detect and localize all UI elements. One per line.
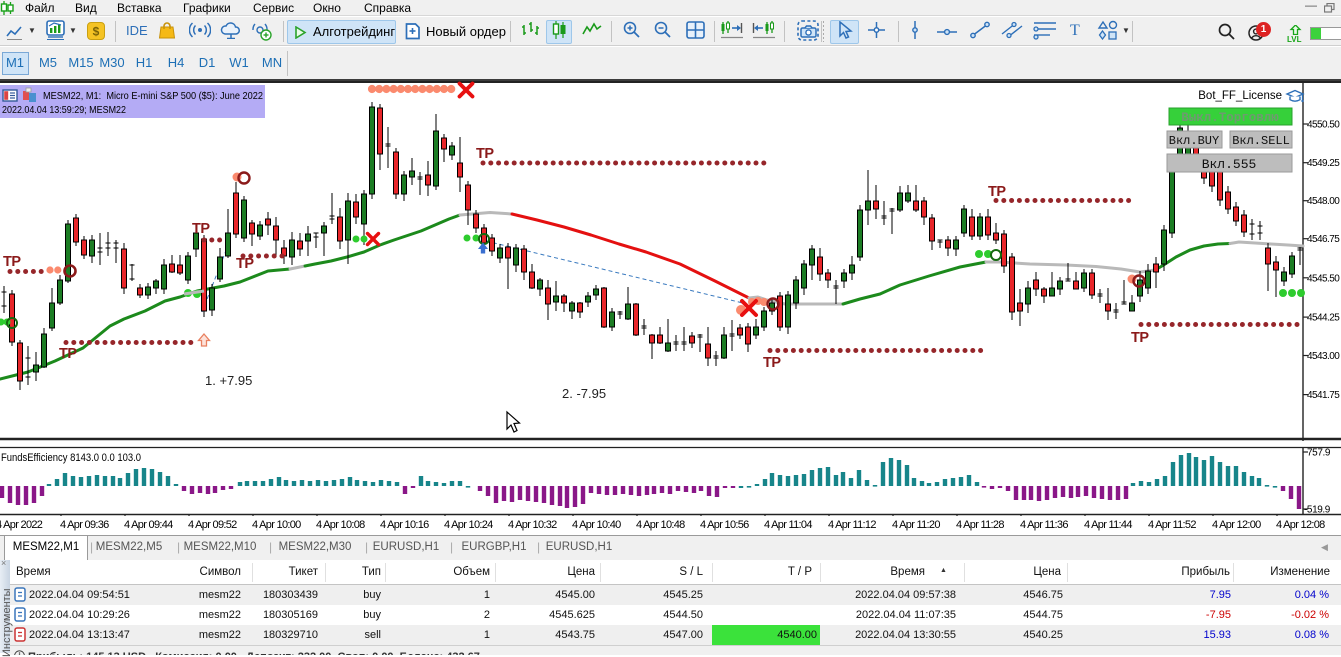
svg-text:TP: TP [763, 355, 781, 371]
svg-text:Вкл.555: Вкл.555 [1202, 157, 1257, 172]
svg-text:4548.00: 4548.00 [1307, 196, 1340, 207]
svg-text:TP: TP [236, 256, 254, 272]
svg-text:FundsEfficiency 8143.0 0.0 103: FundsEfficiency 8143.0 0.0 103.0 [1, 452, 141, 464]
svg-text:4544.25: 4544.25 [1307, 313, 1340, 324]
svg-text:1. +7.95: 1. +7.95 [205, 373, 252, 388]
svg-text:4546.75: 4546.75 [1307, 234, 1340, 245]
svg-text:757.9: 757.9 [1307, 448, 1331, 459]
svg-text:TP: TP [3, 254, 21, 270]
svg-text:Вкл.SELL: Вкл.SELL [1232, 134, 1290, 148]
svg-text:2022.04.04 13:59:29; MESM22: 2022.04.04 13:59:29; MESM22 [2, 104, 126, 116]
svg-text:TP: TP [1131, 330, 1149, 346]
svg-text:TP: TP [988, 184, 1006, 200]
svg-text:TP: TP [476, 146, 494, 162]
svg-text:TP: TP [59, 346, 77, 362]
svg-text:MESM22, M1: Micro E-mini S&P: MESM22, M1: Micro E-mini S&P 500 ($5): J… [43, 90, 263, 102]
svg-text:4543.00: 4543.00 [1307, 351, 1340, 362]
svg-text:4545.50: 4545.50 [1307, 273, 1340, 284]
svg-text:TP: TP [192, 221, 210, 237]
svg-text:-519.9: -519.9 [1304, 505, 1331, 516]
svg-text:$: $ [93, 25, 100, 39]
svg-text:Вкл.BUY: Вкл.BUY [1169, 134, 1219, 148]
svg-text:2. -7.95: 2. -7.95 [562, 386, 606, 401]
svg-text:Выкл.Торговлю: Выкл.Торговлю [1181, 111, 1279, 125]
svg-text:4550.50: 4550.50 [1307, 120, 1340, 131]
svg-text:Bot_FF_License: Bot_FF_License [1198, 90, 1282, 102]
svg-text:4541.75: 4541.75 [1307, 390, 1340, 401]
svg-text:4549.25: 4549.25 [1307, 158, 1340, 169]
